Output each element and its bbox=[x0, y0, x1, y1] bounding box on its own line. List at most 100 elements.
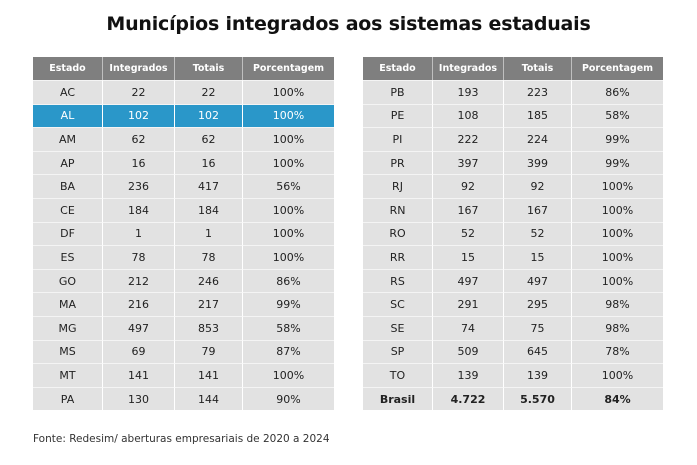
cell-integrados: 78 bbox=[103, 245, 175, 269]
table-row: CE 184 184 100% bbox=[33, 197, 334, 222]
cell-estado: SE bbox=[363, 315, 433, 340]
cell-totais: 223 bbox=[504, 80, 572, 104]
header-totais: Totais bbox=[504, 57, 572, 80]
cell-estado: AM bbox=[33, 127, 103, 151]
table-row: RO 52 52 100% bbox=[363, 221, 663, 246]
cell-totais: 62 bbox=[175, 127, 243, 151]
cell-estado: BA bbox=[33, 174, 103, 198]
cell-totais: 15 bbox=[504, 245, 572, 269]
cell-porcentagem: 99% bbox=[572, 127, 663, 151]
cell-integrados: 102 bbox=[103, 103, 175, 128]
cell-integrados: 4.722 bbox=[433, 386, 504, 411]
cell-estado: PR bbox=[363, 150, 433, 175]
header-integrados: Integrados bbox=[433, 57, 504, 80]
cell-integrados: 167 bbox=[433, 197, 504, 222]
cell-porcentagem: 90% bbox=[243, 386, 334, 411]
cell-porcentagem: 100% bbox=[572, 363, 663, 387]
cell-totais: 167 bbox=[504, 197, 572, 222]
cell-porcentagem: 100% bbox=[243, 221, 334, 246]
table-row: MT 141 141 100% bbox=[33, 363, 334, 387]
cell-porcentagem: 100% bbox=[243, 127, 334, 151]
table-row: PE 108 185 58% bbox=[363, 103, 663, 128]
cell-porcentagem: 86% bbox=[572, 80, 663, 104]
table-row: PA 130 144 90% bbox=[33, 386, 334, 411]
table-row: RR 15 15 100% bbox=[363, 245, 663, 269]
page-title: Municípios integrados aos sistemas estad… bbox=[106, 13, 591, 35]
cell-totais: 417 bbox=[175, 174, 243, 198]
table-row: AL 102 102 100% bbox=[33, 103, 334, 128]
table-row: BA 236 417 56% bbox=[33, 174, 334, 198]
cell-estado: DF bbox=[33, 221, 103, 246]
cell-totais: 295 bbox=[504, 292, 572, 316]
cell-estado: PE bbox=[363, 103, 433, 128]
table-right: Estado Integrados Totais Porcentagem PB 1… bbox=[363, 57, 663, 411]
table-row: SC 291 295 98% bbox=[363, 292, 663, 316]
cell-totais: 246 bbox=[175, 268, 243, 293]
table-row: ES 78 78 100% bbox=[33, 245, 334, 269]
cell-integrados: 141 bbox=[103, 363, 175, 387]
table-row-total: Brasil 4.722 5.570 84% bbox=[363, 386, 663, 411]
cell-estado: MG bbox=[33, 315, 103, 340]
cell-estado: RJ bbox=[363, 174, 433, 198]
cell-estado: RN bbox=[363, 197, 433, 222]
table-row: SE 74 75 98% bbox=[363, 315, 663, 340]
table-row: MS 69 79 87% bbox=[33, 339, 334, 364]
header-estado: Estado bbox=[33, 57, 103, 80]
cell-estado: MT bbox=[33, 363, 103, 387]
cell-porcentagem: 58% bbox=[572, 103, 663, 128]
cell-integrados: 222 bbox=[433, 127, 504, 151]
cell-porcentagem: 100% bbox=[243, 245, 334, 269]
cell-integrados: 69 bbox=[103, 339, 175, 364]
cell-estado: MS bbox=[33, 339, 103, 364]
cell-estado: AC bbox=[33, 80, 103, 104]
cell-integrados: 497 bbox=[433, 268, 504, 293]
cell-porcentagem: 98% bbox=[572, 292, 663, 316]
cell-porcentagem: 100% bbox=[243, 80, 334, 104]
cell-integrados: 74 bbox=[433, 315, 504, 340]
cell-integrados: 509 bbox=[433, 339, 504, 364]
cell-totais: 5.570 bbox=[504, 386, 572, 411]
cell-totais: 217 bbox=[175, 292, 243, 316]
table-row: PR 397 399 99% bbox=[363, 150, 663, 175]
cell-porcentagem: 100% bbox=[243, 103, 334, 128]
cell-totais: 22 bbox=[175, 80, 243, 104]
table-row: PB 193 223 86% bbox=[363, 80, 663, 104]
cell-totais: 224 bbox=[504, 127, 572, 151]
header-porcentagem: Porcentagem bbox=[243, 57, 334, 80]
cell-porcentagem: 56% bbox=[243, 174, 334, 198]
cell-integrados: 62 bbox=[103, 127, 175, 151]
cell-integrados: 22 bbox=[103, 80, 175, 104]
table-row: AC 22 22 100% bbox=[33, 80, 334, 104]
cell-estado: RO bbox=[363, 221, 433, 246]
cell-porcentagem: 100% bbox=[243, 363, 334, 387]
cell-porcentagem: 86% bbox=[243, 268, 334, 293]
cell-totais: 184 bbox=[175, 197, 243, 222]
table-row: PI 222 224 99% bbox=[363, 127, 663, 151]
cell-estado: RR bbox=[363, 245, 433, 269]
header-estado: Estado bbox=[363, 57, 433, 80]
cell-porcentagem: 100% bbox=[572, 221, 663, 246]
cell-integrados: 212 bbox=[103, 268, 175, 293]
cell-integrados: 216 bbox=[103, 292, 175, 316]
cell-estado: TO bbox=[363, 363, 433, 387]
cell-estado: Brasil bbox=[363, 386, 433, 411]
cell-porcentagem: 98% bbox=[572, 315, 663, 340]
table-row: MG 497 853 58% bbox=[33, 315, 334, 340]
cell-porcentagem: 99% bbox=[243, 292, 334, 316]
cell-totais: 102 bbox=[175, 103, 243, 128]
table-header-row: Estado Integrados Totais Porcentagem bbox=[33, 57, 334, 80]
header-porcentagem: Porcentagem bbox=[572, 57, 663, 80]
cell-porcentagem: 78% bbox=[572, 339, 663, 364]
cell-estado: AL bbox=[33, 103, 103, 128]
cell-estado: PB bbox=[363, 80, 433, 104]
cell-porcentagem: 100% bbox=[572, 245, 663, 269]
cell-estado: MA bbox=[33, 292, 103, 316]
cell-estado: SC bbox=[363, 292, 433, 316]
cell-porcentagem: 100% bbox=[243, 197, 334, 222]
cell-integrados: 139 bbox=[433, 363, 504, 387]
table-row: RJ 92 92 100% bbox=[363, 174, 663, 198]
cell-integrados: 193 bbox=[433, 80, 504, 104]
source-note: Fonte: Redesim/ aberturas empresariais d… bbox=[33, 433, 330, 445]
table-left: Estado Integrados Totais Porcentagem AC 2… bbox=[33, 57, 334, 411]
header-integrados: Integrados bbox=[103, 57, 175, 80]
